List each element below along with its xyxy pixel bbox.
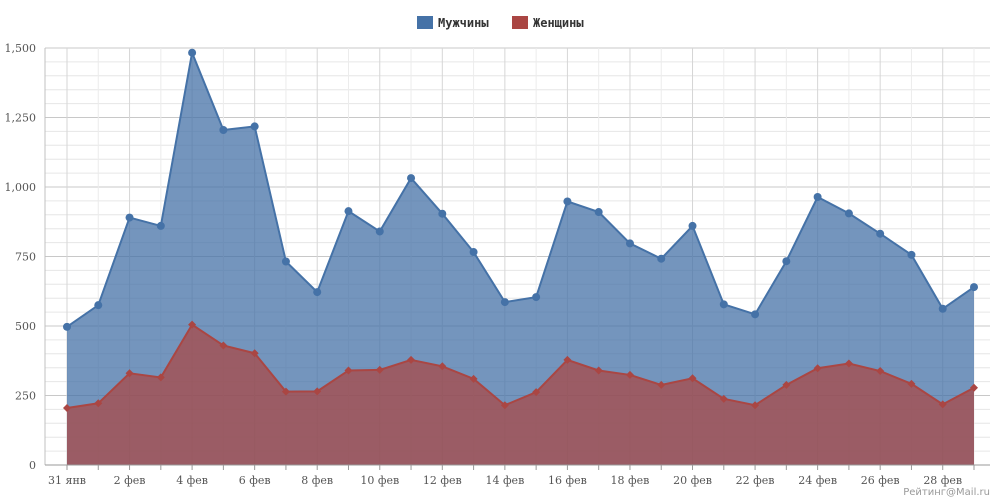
- data-point: [657, 254, 666, 263]
- data-point: [313, 288, 322, 297]
- series-line-0: [66, 49, 975, 328]
- data-point: [625, 370, 634, 379]
- y-tick-label: 1,250: [5, 112, 37, 125]
- legend-item-1[interactable]: Женщины: [512, 16, 584, 30]
- x-tick-label: 2 фев: [114, 474, 146, 487]
- x-tick-label: 28 фев: [923, 474, 962, 487]
- data-point: [813, 193, 822, 202]
- data-point: [782, 257, 791, 266]
- data-point: [188, 320, 197, 329]
- x-tick-label: 22 фев: [736, 474, 775, 487]
- y-tick-label: 750: [15, 251, 36, 264]
- data-point: [156, 221, 165, 230]
- x-tick-label: 10 фев: [360, 474, 399, 487]
- data-point: [63, 404, 71, 413]
- data-point: [719, 300, 728, 309]
- data-point: [719, 394, 728, 403]
- data-point: [125, 369, 134, 378]
- data-point: [438, 209, 447, 218]
- data-point: [375, 227, 384, 236]
- x-tick-label: 6 фев: [239, 474, 271, 487]
- y-tick-label: 1,500: [5, 42, 37, 55]
- data-point: [219, 341, 228, 350]
- area-fill-0: [67, 52, 974, 465]
- data-point: [281, 257, 290, 266]
- data-point: [751, 401, 760, 410]
- data-point: [344, 366, 353, 375]
- y-tick-label: 250: [15, 390, 36, 403]
- y-tick-label: 1,000: [5, 181, 37, 194]
- x-tick-label: 31 янв: [48, 474, 86, 487]
- data-point: [500, 401, 509, 410]
- x-tick-label: 26 фев: [861, 474, 900, 487]
- data-point: [250, 349, 259, 358]
- y-tick-label: 500: [15, 320, 36, 333]
- y-tick-label: 0: [29, 459, 36, 472]
- x-tick-label: 12 фев: [423, 474, 462, 487]
- data-point: [907, 250, 916, 259]
- data-point: [156, 373, 165, 382]
- watermark[interactable]: Рейтинг@Mail.ru: [903, 487, 990, 498]
- data-point: [782, 380, 791, 389]
- plot-area: [63, 48, 978, 465]
- data-point: [188, 48, 197, 57]
- legend-label: Женщины: [533, 16, 584, 30]
- data-point: [438, 362, 447, 371]
- axes: 0 250 500 750 1,000 1,250 1,500 31 янв 2 фев 4 фе…: [5, 42, 990, 487]
- data-point: [657, 380, 666, 389]
- data-point: [125, 213, 134, 222]
- legend-item-0[interactable]: Мужчины: [417, 16, 489, 30]
- data-point: [970, 383, 978, 392]
- data-point: [469, 374, 478, 383]
- data-point: [407, 174, 416, 183]
- x-tick-label: 14 фев: [485, 474, 524, 487]
- data-point: [469, 248, 478, 257]
- series-line-1: [66, 323, 975, 409]
- data-point: [625, 239, 634, 248]
- data-point: [281, 387, 290, 396]
- x-tick-label: 4 фев: [176, 474, 208, 487]
- data-point: [407, 355, 416, 364]
- data-point: [500, 298, 509, 307]
- legend-label: Мужчины: [438, 16, 489, 30]
- x-tick-label: 8 фев: [301, 474, 333, 487]
- legend[interactable]: Мужчины Женщины: [417, 16, 584, 30]
- data-point: [813, 364, 822, 373]
- data-point: [844, 209, 853, 218]
- data-point: [94, 399, 103, 408]
- data-point: [844, 359, 853, 368]
- x-tick-label: 16 фев: [548, 474, 587, 487]
- data-point: [94, 301, 103, 310]
- data-point: [532, 388, 541, 397]
- data-point: [594, 366, 603, 375]
- data-point: [250, 122, 259, 131]
- legend-swatch: [417, 16, 433, 29]
- data-point: [688, 374, 697, 383]
- data-point: [938, 400, 947, 409]
- data-point: [219, 126, 228, 135]
- data-point: [563, 197, 572, 206]
- data-point: [876, 367, 885, 376]
- x-tick-label: 24 фев: [798, 474, 837, 487]
- x-tick-label: 18 фев: [611, 474, 650, 487]
- data-point: [344, 207, 353, 216]
- data-point: [563, 355, 572, 364]
- legend-swatch: [512, 16, 528, 29]
- data-point: [375, 365, 384, 374]
- data-point: [594, 208, 603, 217]
- data-point: [688, 221, 697, 230]
- data-point: [907, 379, 916, 388]
- data-point: [938, 304, 947, 313]
- area-fill-1: [67, 324, 974, 465]
- data-point: [532, 293, 541, 302]
- x-tick-label: 20 фев: [673, 474, 712, 487]
- data-point: [751, 310, 760, 319]
- data-point: [970, 283, 978, 292]
- data-point: [313, 387, 322, 396]
- data-point: [63, 322, 71, 331]
- data-point: [876, 229, 885, 238]
